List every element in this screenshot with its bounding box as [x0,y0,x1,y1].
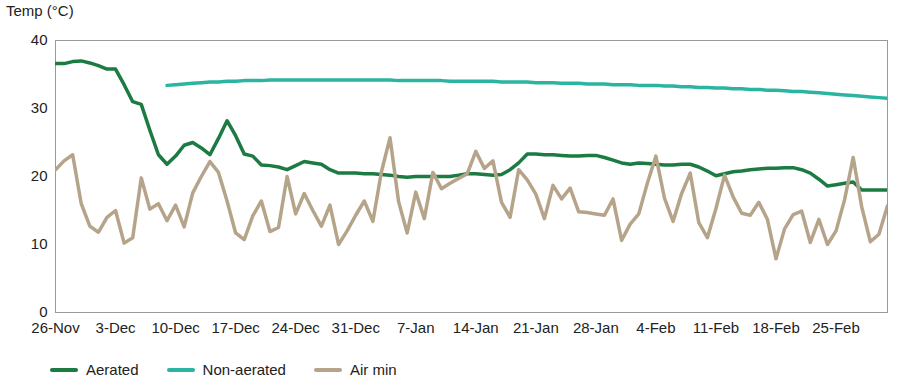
svg-text:40: 40 [31,31,48,48]
svg-text:25-Feb: 25-Feb [812,319,860,336]
svg-text:11-Feb: 11-Feb [693,319,739,336]
html-text:Aerated: Aerated [86,361,139,378]
svg-text:21-Jan: 21-Jan [513,319,559,336]
svg-text:28-Jan: 28-Jan [573,319,619,336]
html-text:Non-aerated: Non-aerated [202,361,286,378]
svg-text:30: 30 [31,99,48,116]
svg-text:24-Dec: 24-Dec [271,319,320,336]
svg-text:17-Dec: 17-Dec [211,319,260,336]
svg-text:26-Nov: 26-Nov [31,319,80,336]
svg-text:10-Dec: 10-Dec [151,319,200,336]
svg-text:7-Jan: 7-Jan [397,319,435,336]
svg-text:10: 10 [31,235,48,252]
html-text:Temp (°C): Temp (°C) [6,2,74,19]
svg-text:14-Jan: 14-Jan [453,319,499,336]
svg-text:4-Feb: 4-Feb [636,319,675,336]
svg-text:3-Dec: 3-Dec [96,319,137,336]
svg-text:20: 20 [31,167,48,184]
html-text:Air min: Air min [349,361,397,378]
svg-text:31-Dec: 31-Dec [332,319,381,336]
svg-text:18-Feb: 18-Feb [752,319,800,336]
svg-text:0: 0 [39,303,47,320]
